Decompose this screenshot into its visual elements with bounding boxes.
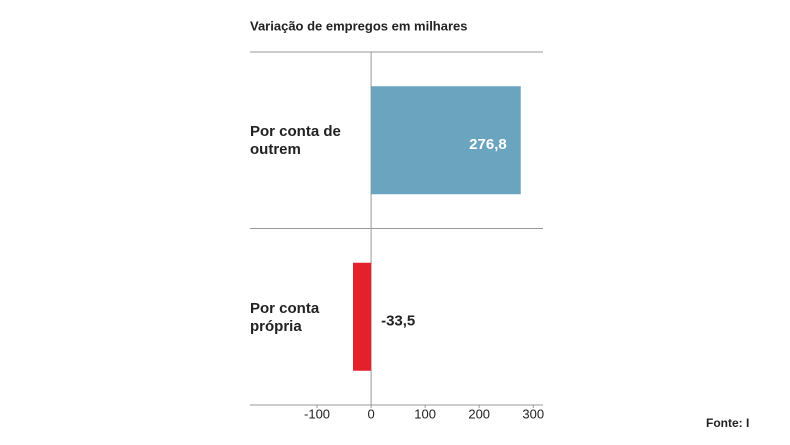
source: Fonte: I (706, 416, 749, 430)
x-tick-label: 300 (522, 406, 544, 421)
x-tick-label: 0 (367, 406, 374, 421)
value-label: 276,8 (469, 136, 507, 153)
value-label: -33,5 (381, 313, 415, 330)
x-tick-label: 200 (468, 406, 490, 421)
category-label: Por conta de outrem (250, 123, 341, 159)
x-tick-label: 100 (414, 406, 436, 421)
chart-title: Variação de empregos em milhares (250, 18, 468, 33)
x-tick-label: -100 (304, 406, 330, 421)
bar (352, 262, 372, 371)
category-label: Por conta própria (250, 299, 320, 335)
bar (371, 86, 521, 195)
